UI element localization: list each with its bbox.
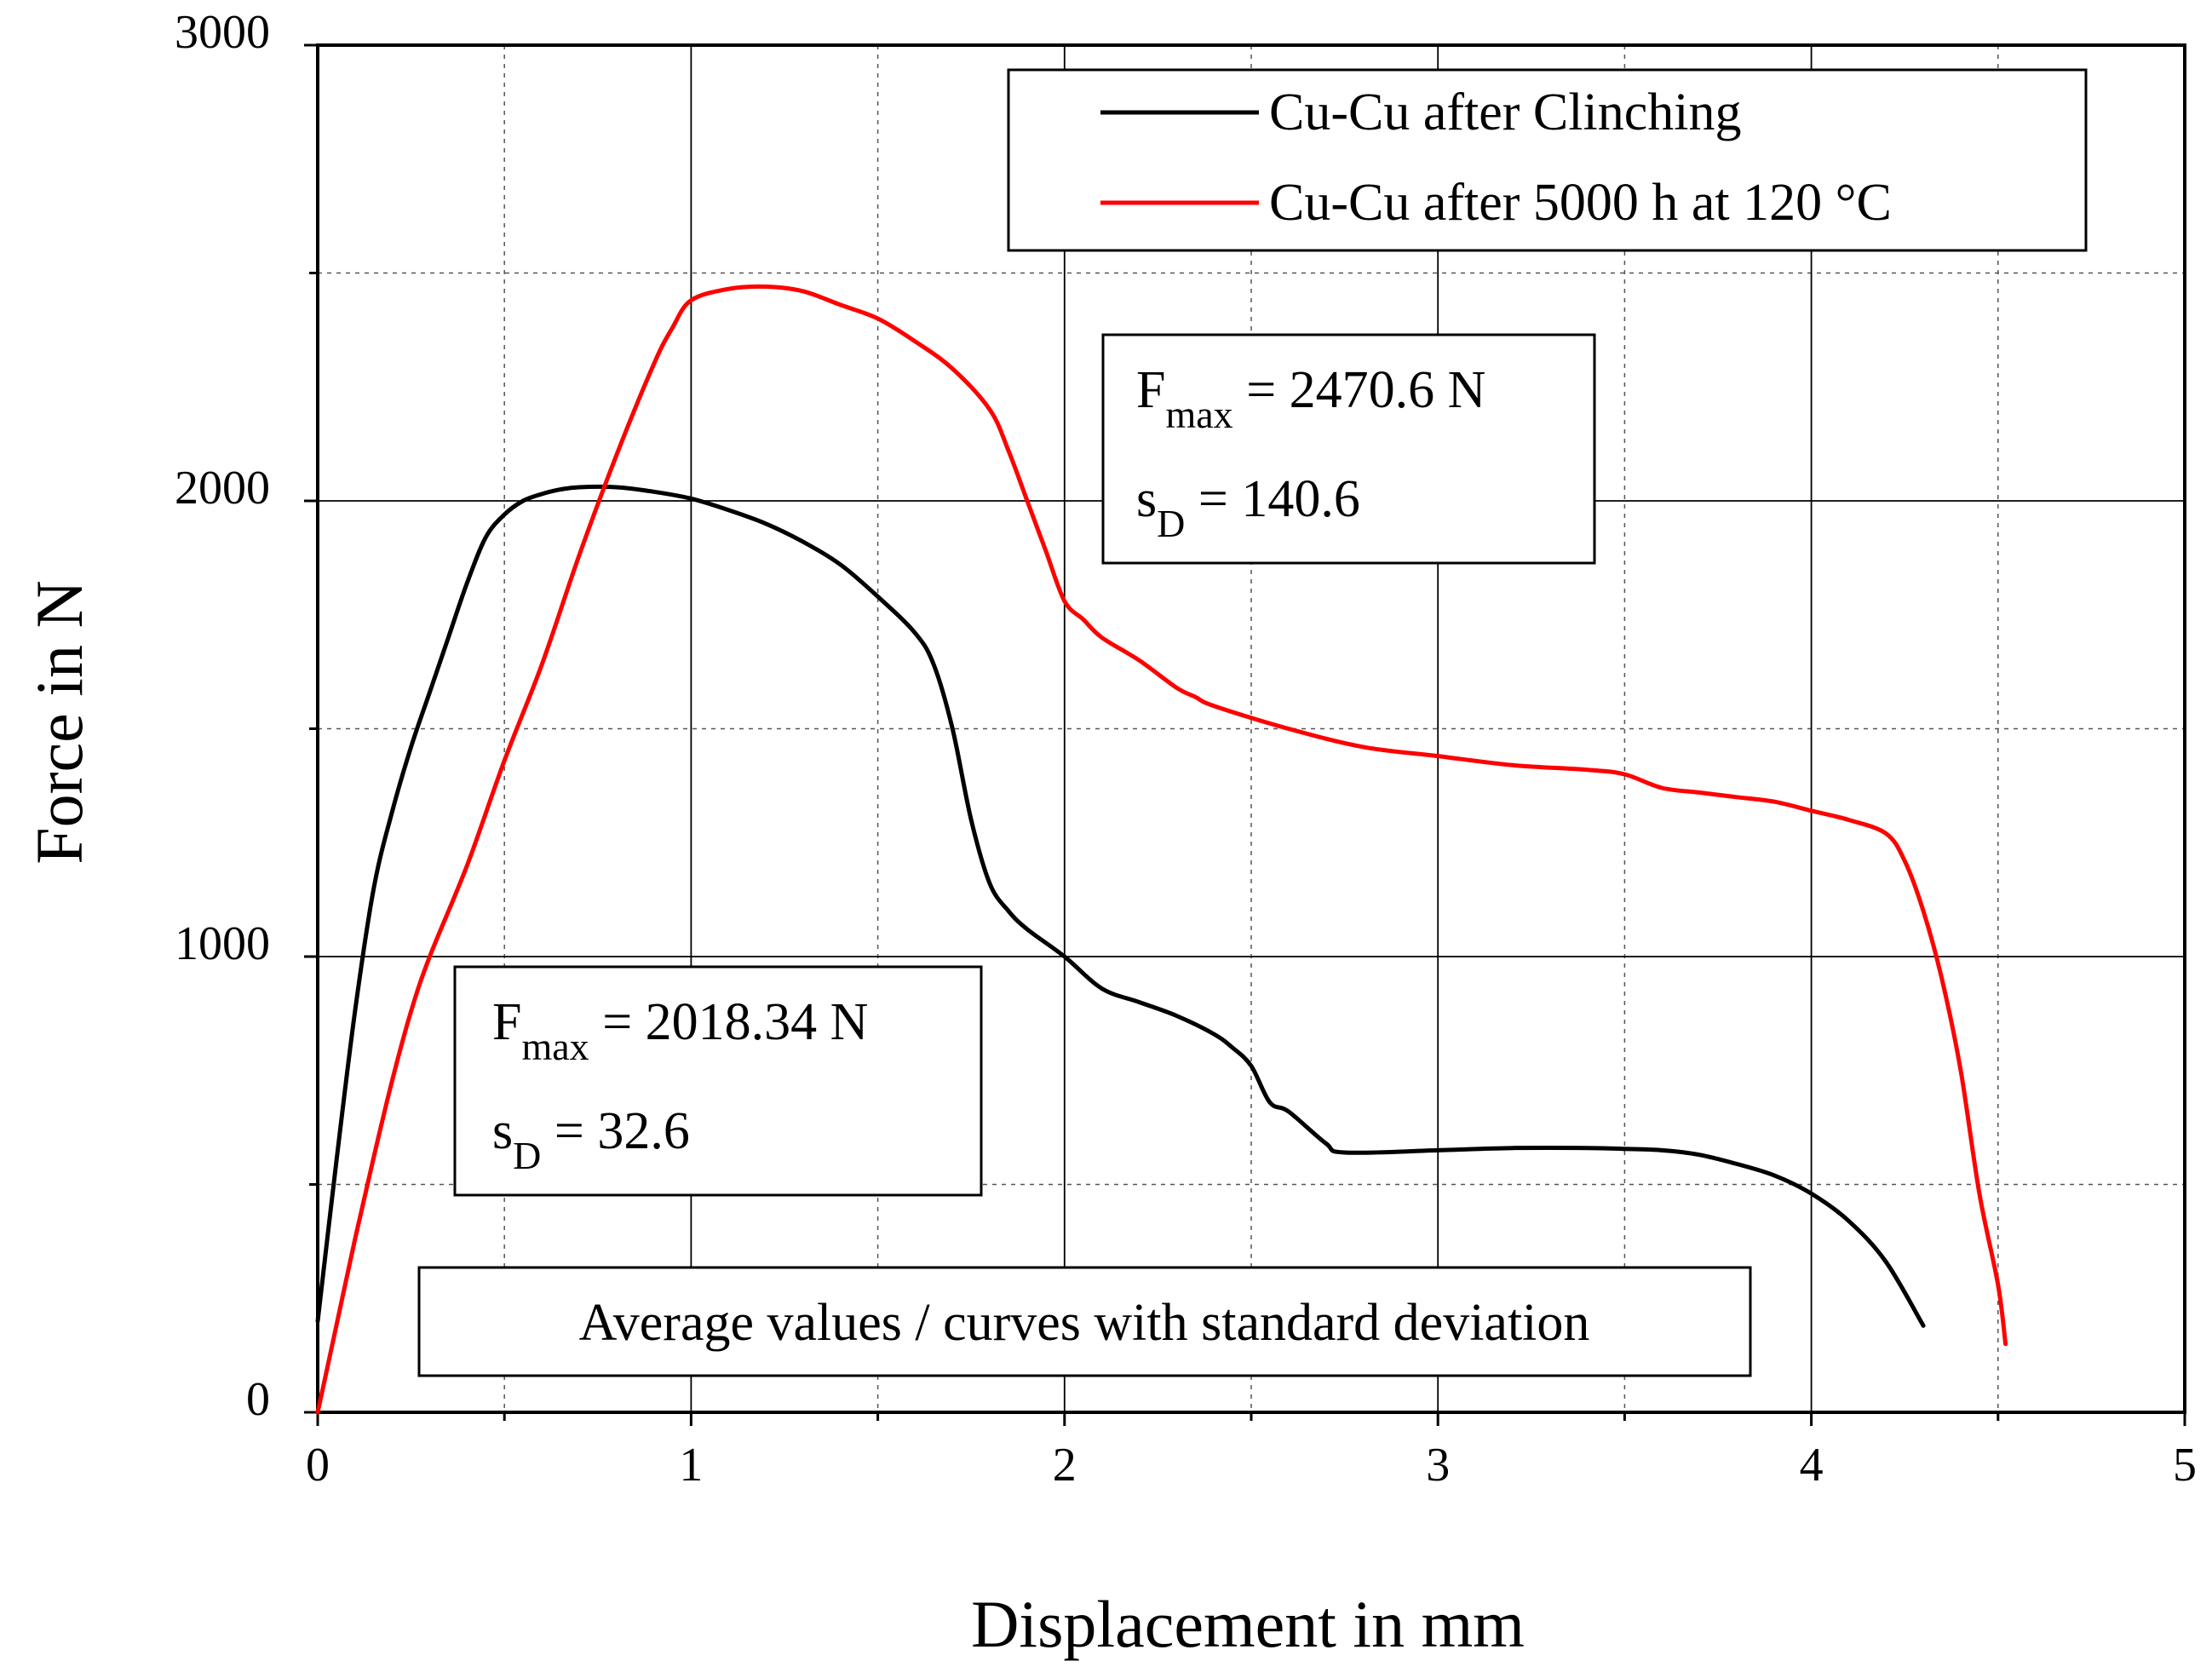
legend-frame: [1007, 68, 2088, 252]
sd-subscript: D: [1157, 502, 1185, 545]
x-tick-label: 2: [1053, 1439, 1077, 1492]
data-series: [315, 284, 2008, 1415]
sd-value: = 32.6: [541, 1102, 689, 1160]
annotation-frame-clinching: [453, 965, 983, 1197]
note-text: Average values / curves with standard de…: [579, 1294, 1590, 1352]
y-tick-label: 0: [246, 1373, 270, 1426]
annotation-sd-aged: sD = 140.6: [1136, 470, 1360, 545]
fmax-value: = 2018.34 N: [589, 993, 869, 1051]
series-line-aged: [315, 284, 2008, 1415]
legend-label-clinching: Cu-Cu after Clinching: [1269, 83, 1741, 141]
x-tick-label: 0: [306, 1439, 330, 1492]
annotation-frame-aged: [1101, 333, 1596, 565]
sd-symbol: s: [492, 1102, 513, 1160]
fmax-value: = 2470.6 N: [1233, 361, 1486, 419]
axes: 0 1 2 3 4 5 0 1000 2000 3000: [175, 6, 2197, 1492]
y-tick-label: 3000: [175, 6, 270, 59]
note-frame: [417, 1266, 1752, 1377]
annotation-box-aged: Fmax = 2470.6 N sD = 140.6: [1101, 333, 1596, 565]
sd-subscript: D: [513, 1134, 541, 1177]
x-tick-label: 5: [2173, 1439, 2197, 1492]
y-tick-label: 2000: [175, 462, 270, 514]
fmax-symbol: F: [1136, 361, 1165, 419]
fmax-subscript: max: [1165, 393, 1232, 436]
sd-symbol: s: [1136, 470, 1157, 528]
annotation-fmax-clinching: Fmax = 2018.34 N: [492, 993, 868, 1068]
fmax-symbol: F: [492, 993, 521, 1051]
legend-label-aged: Cu-Cu after 5000 h at 120 °C: [1269, 174, 1892, 232]
annotation-box-clinching: Fmax = 2018.34 N sD = 32.6: [453, 965, 983, 1197]
x-tick-label: 4: [1800, 1439, 1824, 1492]
sd-value: = 140.6: [1185, 470, 1359, 528]
annotation-sd-clinching: sD = 32.6: [492, 1102, 690, 1177]
annotation-fmax-aged: Fmax = 2470.6 N: [1136, 361, 1485, 436]
series-line-clinching: [315, 484, 1926, 1328]
x-tick-label: 3: [1426, 1439, 1450, 1492]
note-box: Average values / curves with standard de…: [417, 1266, 1752, 1377]
fmax-subscript: max: [521, 1025, 589, 1068]
y-tick-label: 1000: [175, 917, 270, 970]
x-tick-label: 1: [679, 1439, 703, 1492]
y-axis-title: Force in N: [22, 580, 96, 865]
x-axis-title: Displacement in mm: [971, 1587, 1525, 1661]
legend: Cu-Cu after Clinching Cu-Cu after 5000 h…: [1007, 68, 2088, 252]
